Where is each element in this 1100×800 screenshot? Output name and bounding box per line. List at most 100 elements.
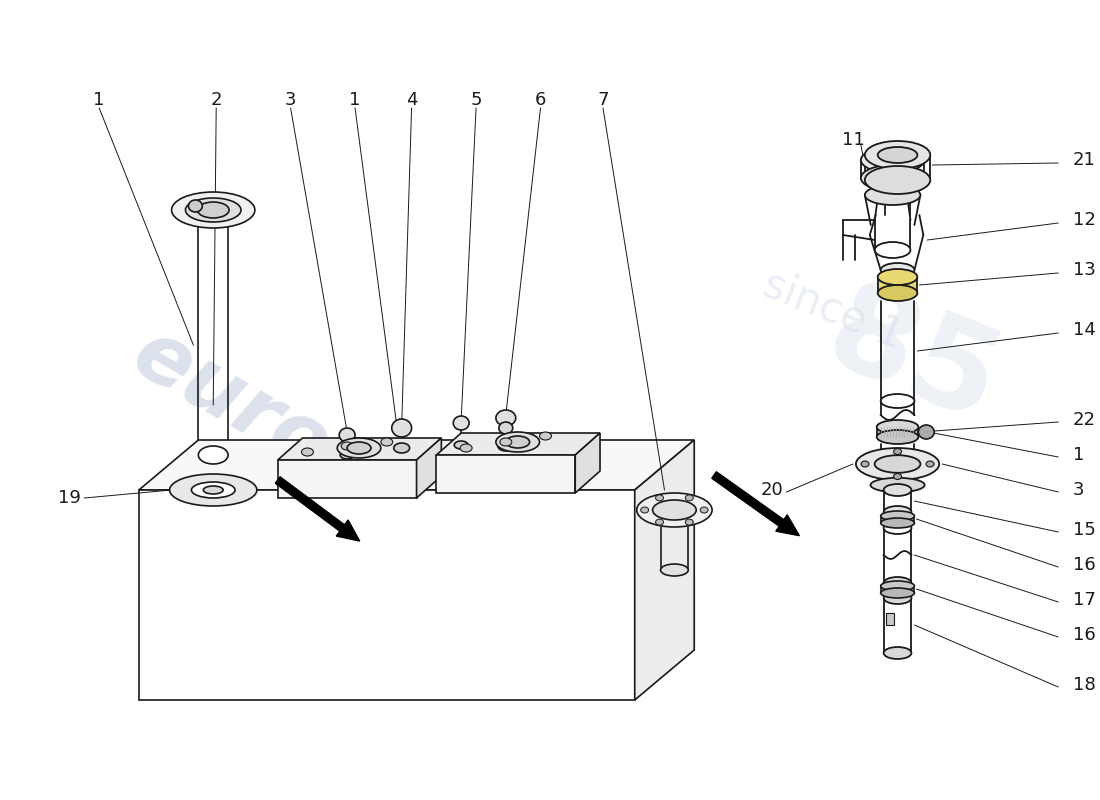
Ellipse shape [381,438,393,446]
Text: 3: 3 [285,91,296,109]
Bar [877,427,918,437]
Polygon shape [417,438,441,498]
Polygon shape [575,433,600,493]
Text: 16: 16 [1074,556,1096,574]
Ellipse shape [918,425,934,439]
Text: 18: 18 [1074,676,1096,694]
Bar [878,277,917,293]
Polygon shape [277,438,441,460]
Bar [881,516,914,523]
Ellipse shape [539,432,551,440]
Text: 6: 6 [535,91,547,109]
Ellipse shape [872,152,912,168]
Ellipse shape [506,436,529,448]
Ellipse shape [460,444,472,452]
Text: 1: 1 [350,91,361,109]
Ellipse shape [881,588,914,598]
Ellipse shape [348,442,371,454]
Ellipse shape [861,461,869,467]
Text: 7: 7 [597,91,608,109]
Ellipse shape [198,446,228,464]
Ellipse shape [881,581,914,591]
Ellipse shape [498,441,514,451]
Text: 20: 20 [761,481,783,499]
Text: 17: 17 [1074,591,1096,609]
Ellipse shape [865,185,921,205]
Ellipse shape [870,478,925,492]
Text: a passion for parts since 1985: a passion for parts since 1985 [248,479,605,701]
Ellipse shape [861,147,924,173]
Ellipse shape [454,441,469,449]
Ellipse shape [340,451,354,459]
FancyArrow shape [275,477,360,541]
Ellipse shape [394,443,409,453]
Ellipse shape [701,507,708,513]
Ellipse shape [893,449,902,454]
Ellipse shape [640,507,649,513]
Text: since 1: since 1 [757,263,910,357]
Ellipse shape [637,493,712,527]
Ellipse shape [656,495,663,501]
Ellipse shape [874,455,921,473]
Ellipse shape [883,506,912,518]
Text: 14: 14 [1074,321,1096,339]
Text: 22: 22 [1074,411,1096,429]
Ellipse shape [652,500,696,520]
Ellipse shape [392,419,411,437]
Polygon shape [437,433,600,455]
Text: eurospares: eurospares [119,313,615,647]
Ellipse shape [341,442,353,450]
Text: 1: 1 [1074,446,1085,464]
Ellipse shape [865,141,931,169]
Text: 85: 85 [810,271,1015,449]
Ellipse shape [191,482,235,498]
Text: 5: 5 [471,91,482,109]
Ellipse shape [926,461,934,467]
Ellipse shape [186,198,241,222]
Polygon shape [139,490,635,700]
Ellipse shape [877,420,918,434]
Ellipse shape [883,577,912,589]
Ellipse shape [861,165,924,191]
Ellipse shape [881,394,914,408]
Ellipse shape [881,263,914,277]
Ellipse shape [169,474,257,506]
Ellipse shape [881,518,914,528]
Text: 19: 19 [58,489,81,507]
Text: 3: 3 [1074,481,1085,499]
Ellipse shape [197,202,229,218]
Ellipse shape [685,519,693,525]
Bar [881,586,914,593]
Ellipse shape [877,430,918,444]
Ellipse shape [188,200,202,212]
Ellipse shape [893,474,902,479]
Text: 16: 16 [1074,626,1096,644]
Ellipse shape [339,428,355,442]
Ellipse shape [878,147,917,163]
Ellipse shape [338,438,381,458]
Text: 15: 15 [1074,521,1096,539]
Text: 13: 13 [1074,261,1096,279]
Polygon shape [139,440,694,490]
Ellipse shape [453,416,469,430]
Text: 2: 2 [210,91,222,109]
Text: 21: 21 [1074,151,1096,169]
Ellipse shape [496,432,539,452]
Polygon shape [437,455,575,493]
Bar [886,613,893,625]
Ellipse shape [883,592,912,604]
Ellipse shape [878,269,917,285]
Ellipse shape [204,486,223,494]
Ellipse shape [856,448,939,480]
Ellipse shape [878,285,917,301]
Ellipse shape [881,511,914,521]
FancyArrow shape [712,472,800,536]
Ellipse shape [301,448,314,456]
Ellipse shape [865,166,931,194]
Ellipse shape [499,422,513,434]
Ellipse shape [883,522,912,534]
Polygon shape [635,440,694,700]
Ellipse shape [660,564,689,576]
Ellipse shape [883,647,912,659]
Ellipse shape [685,495,693,501]
